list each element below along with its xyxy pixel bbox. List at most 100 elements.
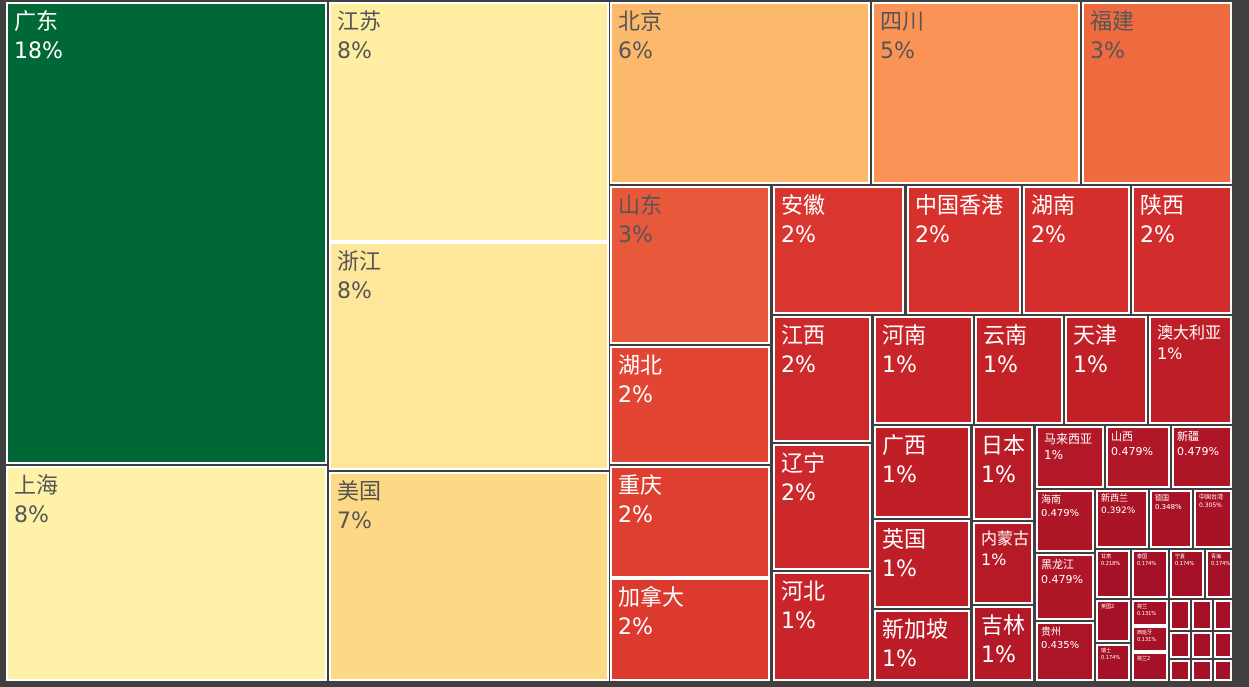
treemap-cell[interactable]: 德国 0.348% <box>1150 490 1192 548</box>
cell-value: 0.479% <box>1041 572 1083 586</box>
treemap-cell[interactable] <box>1170 660 1190 681</box>
cell-name: 吉林 <box>981 614 1026 639</box>
cell-label: 青海 0.174% <box>1211 554 1230 567</box>
treemap-cell[interactable]: 日本 1% <box>973 426 1033 520</box>
cell-name: 河南 <box>882 324 927 349</box>
cell-name: 海南 <box>1041 495 1061 506</box>
treemap-cell[interactable] <box>1170 632 1190 658</box>
treemap-cell[interactable] <box>1214 600 1232 630</box>
cell-label: 海南 0.479% <box>1041 494 1079 520</box>
cell-name: 宁夏 <box>1175 554 1186 560</box>
cell-label: 加拿大 2% <box>618 584 684 642</box>
treemap-cell[interactable]: 江苏 8% <box>329 2 609 242</box>
cell-label: 德国 0.348% <box>1155 494 1182 512</box>
treemap-cell[interactable]: 山西 0.479% <box>1106 426 1170 488</box>
treemap-cell[interactable]: 瑞士 0.174% <box>1096 644 1130 681</box>
cell-value: 0.174% <box>1137 560 1157 567</box>
treemap-cell[interactable]: 甘肃 0.218% <box>1096 550 1130 598</box>
treemap-cell[interactable]: 四川 5% <box>872 2 1080 184</box>
cell-value: 1% <box>981 463 1016 489</box>
treemap-cell[interactable]: 黑龙江 0.479% <box>1036 554 1094 620</box>
treemap-cell[interactable]: 天津 1% <box>1065 316 1147 424</box>
treemap-cell[interactable]: 荷兰 0.131% <box>1132 600 1168 626</box>
treemap-cell[interactable]: 泰国 0.174% <box>1132 550 1168 598</box>
treemap-cell[interactable]: 北京 6% <box>610 2 870 184</box>
treemap-cell[interactable]: 云南 1% <box>975 316 1063 424</box>
cell-name: 贵州 <box>1041 627 1061 638</box>
cell-name: 陕西 <box>1140 194 1185 219</box>
treemap-cell[interactable]: 河北 1% <box>773 572 871 681</box>
cell-value: 1% <box>981 550 1007 570</box>
treemap-cell[interactable] <box>1214 660 1232 681</box>
treemap-cell[interactable]: 英国2 <box>1096 600 1130 642</box>
treemap-cell[interactable]: 湖南 2% <box>1023 186 1130 314</box>
cell-value: 2% <box>618 615 653 641</box>
cell-label: 荷兰 0.131% <box>1137 604 1156 617</box>
cell-label: 澳大利亚 1% <box>1157 322 1221 364</box>
treemap-cell[interactable]: 安徽 2% <box>773 186 904 314</box>
treemap-cell[interactable]: 澳大利亚 1% <box>1149 316 1232 424</box>
treemap-cell[interactable]: 西班牙 0.131% <box>1132 626 1168 652</box>
treemap-cell[interactable]: 广东 18% <box>6 2 327 464</box>
cell-name: 荷兰2 <box>1137 656 1151 662</box>
cell-value: 2% <box>781 353 816 379</box>
treemap-cell[interactable]: 荷兰2 <box>1132 652 1168 681</box>
cell-name: 荷兰 <box>1137 604 1148 610</box>
cell-label: 山西 0.479% <box>1111 430 1153 459</box>
treemap-cell[interactable]: 广西 1% <box>874 426 970 518</box>
treemap-cell[interactable]: 贵州 0.435% <box>1036 622 1094 681</box>
treemap-cell[interactable]: 浙江 8% <box>329 242 609 470</box>
treemap-cell[interactable]: 中国台湾 0.305% <box>1194 490 1232 548</box>
cell-name: 英国 <box>882 528 927 553</box>
treemap-cell[interactable] <box>1214 632 1232 658</box>
treemap-cell[interactable] <box>1192 660 1212 681</box>
cell-value: 2% <box>781 481 816 507</box>
cell-value: 0.131% <box>1137 610 1157 617</box>
treemap-cell[interactable]: 新加坡 1% <box>874 610 970 681</box>
cell-value: 2% <box>915 223 950 249</box>
treemap-cell[interactable]: 海南 0.479% <box>1036 490 1094 552</box>
cell-label: 重庆 2% <box>618 472 662 530</box>
treemap-cell[interactable]: 新西兰 0.392% <box>1096 490 1148 548</box>
treemap-cell[interactable]: 河南 1% <box>874 316 973 424</box>
treemap-cell[interactable]: 陕西 2% <box>1132 186 1232 314</box>
treemap-cell[interactable]: 加拿大 2% <box>610 578 770 681</box>
treemap-cell[interactable] <box>1192 600 1212 630</box>
cell-label: 安徽 2% <box>781 192 825 250</box>
treemap-cell[interactable]: 重庆 2% <box>610 466 770 578</box>
treemap-cell[interactable]: 英国 1% <box>874 520 970 608</box>
treemap-cell[interactable]: 青海 0.174% <box>1206 550 1232 598</box>
treemap-cell[interactable]: 湖北 2% <box>610 346 770 464</box>
treemap-cell[interactable]: 福建 3% <box>1082 2 1232 184</box>
treemap-cell[interactable]: 宁夏 0.174% <box>1170 550 1204 598</box>
treemap-cell[interactable]: 中国香港 2% <box>907 186 1021 314</box>
cell-name: 新加坡 <box>882 618 949 643</box>
cell-label: 天津 1% <box>1073 322 1117 380</box>
treemap-cell[interactable]: 山东 3% <box>610 186 770 344</box>
cell-value: 0.392% <box>1101 505 1136 516</box>
cell-label: 新疆 0.479% <box>1177 430 1219 459</box>
cell-name: 江苏 <box>337 10 382 35</box>
treemap-cell[interactable]: 内蒙古 1% <box>973 522 1033 604</box>
cell-name: 山东 <box>618 194 663 219</box>
cell-label: 福建 3% <box>1090 8 1134 66</box>
treemap-cell[interactable]: 上海 8% <box>6 466 327 681</box>
cell-name: 中国香港 <box>915 194 1004 219</box>
cell-name: 青海 <box>1211 554 1222 560</box>
cell-name: 湖北 <box>618 354 663 379</box>
treemap-cell[interactable]: 新疆 0.479% <box>1172 426 1232 488</box>
treemap-cell[interactable]: 美国 7% <box>329 472 609 681</box>
treemap-cell[interactable]: 江西 2% <box>773 316 871 442</box>
cell-label: 河南 1% <box>882 322 926 380</box>
cell-value: 2% <box>618 383 653 409</box>
cell-name: 四川 <box>880 10 925 35</box>
treemap-cell[interactable] <box>1170 600 1190 630</box>
treemap-cell[interactable]: 辽宁 2% <box>773 444 871 570</box>
cell-label: 贵州 0.435% <box>1041 626 1079 652</box>
treemap-cell[interactable]: 马来西亚 1% <box>1036 426 1104 488</box>
treemap-cell[interactable]: 吉林 1% <box>973 606 1033 681</box>
cell-label: 内蒙古 1% <box>981 528 1029 570</box>
cell-name: 天津 <box>1073 324 1118 349</box>
treemap-cell[interactable] <box>1192 632 1212 658</box>
